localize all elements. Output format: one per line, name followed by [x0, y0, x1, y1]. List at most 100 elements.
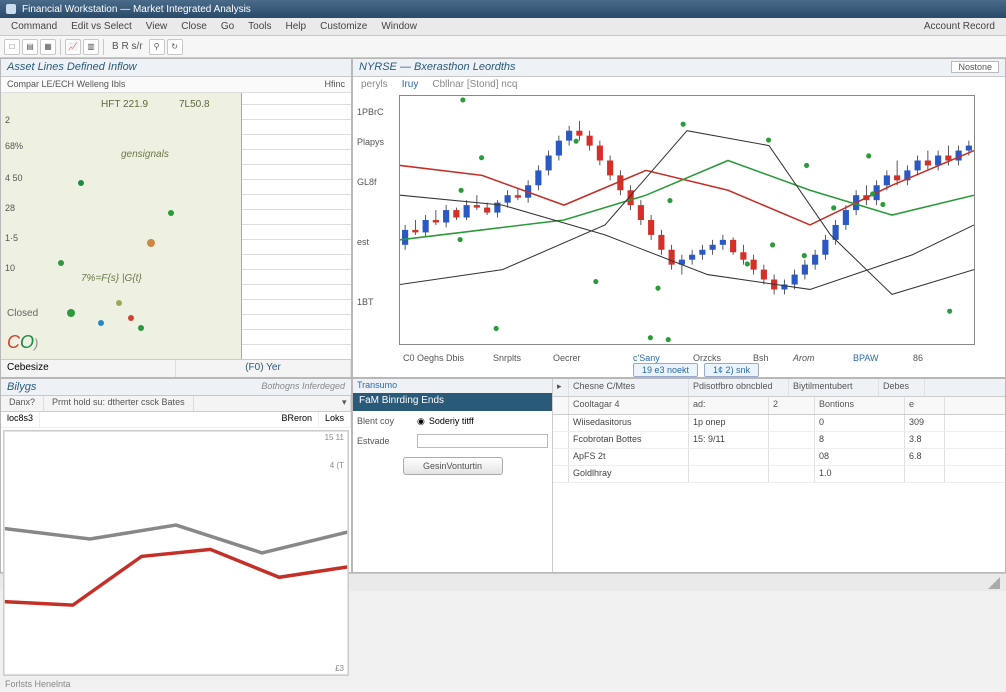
menu-item[interactable]: Go — [214, 21, 241, 32]
form-header: FaM Binrding Ends — [353, 393, 552, 411]
mini-r2: 4 (T — [330, 461, 344, 470]
x-label: BPAW — [853, 353, 879, 363]
sub-link[interactable]: Iruy — [402, 79, 419, 91]
bl-cell: BReron — [275, 412, 319, 427]
titlebar: Financial Workstation — Market Integrate… — [0, 0, 1006, 18]
dropdown-icon[interactable]: ▾ — [334, 396, 351, 411]
tl-chart[interactable]: HFT 221.9 7L50.8 2 68% 4 50 28 1·5 10 ge… — [1, 93, 351, 359]
chart-sub: peryls Iruy Cbllnar [Stond] ncq — [353, 77, 1005, 93]
range-button[interactable]: 19 e3 noekt — [633, 363, 698, 377]
toolbar-label: B R s/r — [108, 41, 147, 52]
mini-svg — [4, 431, 348, 675]
tl-grid — [241, 93, 351, 359]
text-input[interactable] — [417, 434, 548, 448]
panel-title: Bilygs Bothogns Inferdeged — [1, 379, 351, 396]
bl-footer: Forlsts Henelnta — [1, 678, 351, 692]
radio-icon[interactable]: ◉ — [417, 416, 425, 427]
table-row[interactable]: Fcobrotan Bottes15: 9/1183.8 — [553, 432, 1005, 449]
chart-settings-button[interactable]: Nostone — [951, 61, 999, 73]
bl-row: loc8s3 BReron Loks — [1, 412, 351, 428]
tl-scatter — [31, 113, 231, 343]
menu-item[interactable]: Tools — [241, 21, 278, 32]
mini-r3: £3 — [335, 664, 344, 673]
panel-main-chart: NYRSE — Bxerasthon Leordths Nostone pery… — [352, 58, 1006, 378]
menubar: Command Edit vs Select View Close Go Too… — [0, 18, 1006, 36]
menu-item[interactable]: Customize — [313, 21, 374, 32]
tool-zoom-icon[interactable]: ⚲ — [149, 39, 165, 55]
expand-icon[interactable]: ▸ — [553, 379, 569, 396]
y-tick: 4 50 — [5, 173, 23, 183]
y-tick: 2 — [5, 115, 10, 125]
menu-item[interactable]: Command — [4, 21, 64, 32]
table-row[interactable]: Wiisedasitorus1p onep0309 — [553, 415, 1005, 432]
tool-table-icon[interactable]: ▥ — [83, 39, 99, 55]
menu-right[interactable]: Account Record — [917, 21, 1002, 32]
table-row[interactable]: Goldlhray1.0 — [553, 466, 1005, 483]
orders-table: ▸ Chesne C/Mtes Pdisotfbro obncbled Biyt… — [553, 379, 1005, 572]
table-row[interactable]: ApFS 2t086.8 — [553, 449, 1005, 466]
panel-title: Asset Lines Defined Inflow — [1, 59, 351, 77]
panel-bilygs: Bilygs Bothogns Inferdeged Danx? Prmt ho… — [0, 378, 352, 573]
table-header: ▸ Chesne C/Mtes Pdisotfbro obncbled Biyt… — [553, 379, 1005, 397]
menu-item[interactable]: View — [139, 21, 175, 32]
footer-left[interactable]: Cebesize — [1, 360, 176, 377]
co-c: C — [7, 332, 20, 352]
subtitle-right: Hfinc — [324, 79, 345, 89]
sub-item: Cbllnar [Stond] ncq — [432, 79, 517, 91]
y-tick: 28 — [5, 203, 15, 213]
th: Debes — [879, 379, 925, 396]
bl-mini-chart[interactable]: 15 11 4 (T £3 — [3, 430, 349, 676]
x-label: 86 — [913, 353, 923, 363]
bl-cell: loc8s3 — [1, 412, 40, 427]
toolbar-sep — [60, 39, 61, 55]
header-val-a: HFT 221.9 — [101, 99, 148, 110]
tool-open-icon[interactable]: ▤ — [22, 39, 38, 55]
tool-refresh-icon[interactable]: ↻ — [167, 39, 183, 55]
header-val-b: 7L50.8 — [179, 99, 210, 110]
th: 2 — [769, 397, 815, 414]
th: Pdisotfbro obncbled — [689, 379, 789, 396]
y-label: Plapys — [357, 137, 384, 147]
form-row: Blent coy ◉ Soderiy titff — [353, 411, 552, 431]
th: ad: — [689, 397, 769, 414]
panel-title: NYRSE — Bxerasthon Leordths Nostone — [353, 59, 1005, 77]
field-value: Soderiy titff — [429, 416, 474, 426]
bl-sub: Bothogns Inferdeged — [261, 381, 345, 391]
table-subheader: Cooltagar 4 ad: 2 Bontions e — [553, 397, 1005, 415]
x-label: Snrplts — [493, 353, 521, 363]
tool-new-icon[interactable]: □ — [4, 39, 20, 55]
x-label: Arom — [793, 353, 815, 363]
x-label: c'Sany — [633, 353, 660, 363]
bl-title: Bilygs — [7, 381, 36, 393]
bl-tab[interactable]: Prmt hold su: dtherter csck Bates — [44, 396, 194, 411]
resize-grip-icon[interactable] — [988, 577, 1000, 589]
menu-item[interactable]: Window — [374, 21, 424, 32]
bl-tabs: Danx? Prmt hold su: dtherter csck Bates … — [1, 396, 351, 412]
menu-item[interactable]: Edit vs Select — [64, 21, 139, 32]
panel-subtitle: Compar LE/ECH Welleng Ibls Hfinc — [1, 77, 351, 93]
toolbar: □ ▤ ▦ 📈 ▥ B R s/r ⚲ ↻ — [0, 36, 1006, 58]
panel-asset-lines: Asset Lines Defined Inflow Compar LE/ECH… — [0, 58, 352, 378]
subtitle-left: Compar LE/ECH Welleng Ibls — [7, 79, 125, 89]
chart-bottom-buttons: 19 e3 noekt 1¢ 2) snk — [633, 363, 759, 377]
panel-orders: Transumo FaM Binrding Ends Blent coy ◉ S… — [352, 378, 1006, 573]
bl-tab[interactable]: Danx? — [1, 396, 44, 411]
th: Chesne C/Mtes — [569, 379, 689, 396]
field-label: Blent coy — [357, 416, 413, 426]
candlestick-chart[interactable] — [399, 95, 975, 345]
footer-right[interactable]: (F0) Yer — [176, 360, 351, 377]
y-label: GL8f — [357, 177, 377, 187]
sub-item: peryls — [361, 79, 388, 91]
th: Biytilmentubert — [789, 379, 879, 396]
tool-chart-icon[interactable]: 📈 — [65, 39, 81, 55]
tool-save-icon[interactable]: ▦ — [40, 39, 56, 55]
range-button[interactable]: 1¢ 2) snk — [704, 363, 759, 377]
menu-item[interactable]: Close — [174, 21, 214, 32]
th: e — [905, 397, 945, 414]
y-tick: 1·5 — [5, 233, 18, 243]
submit-button[interactable]: GesinVonturtin — [403, 457, 503, 475]
app-icon — [6, 4, 16, 14]
menu-item[interactable]: Help — [279, 21, 314, 32]
x-label: C0 Oeghs Dbis — [403, 353, 464, 363]
x-label: Orzcks — [693, 353, 721, 363]
